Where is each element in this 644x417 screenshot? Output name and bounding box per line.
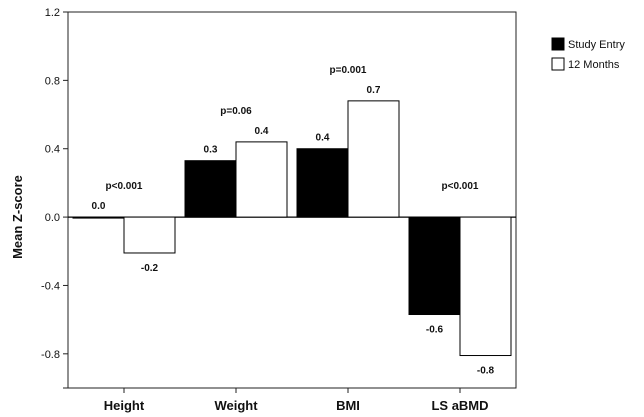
data-label: -0.6: [426, 325, 444, 336]
data-label: 0.4: [316, 133, 330, 144]
y-tick-label: -0.8: [41, 349, 60, 361]
bar-study-entry: [184, 160, 237, 218]
data-labels: 0.0-0.2p<0.0010.30.4p=0.060.40.7p=0.001-…: [92, 65, 495, 377]
data-label: 0.0: [92, 201, 106, 212]
data-label: -0.8: [477, 366, 495, 377]
legend-swatch: [551, 37, 565, 51]
y-tick-label: 0.0: [45, 212, 60, 224]
legend: Study Entry 12 Months: [551, 37, 625, 71]
bar-study-entry: [408, 216, 461, 316]
x-tick-label: BMI: [336, 398, 360, 413]
x-tick-label: Height: [104, 398, 145, 413]
data-label: -0.2: [141, 263, 159, 274]
plot-frame: [67, 11, 517, 389]
y-axis-label: Mean Z-score: [10, 175, 25, 259]
bar-study-entry: [72, 216, 125, 219]
legend-label: Study Entry: [568, 39, 625, 51]
x-tick-label: Weight: [214, 398, 258, 413]
bars: [72, 100, 512, 357]
bar-12-months: [123, 216, 176, 254]
bar-12-months: [459, 216, 512, 357]
bar-study-entry: [296, 148, 349, 218]
legend-label: 12 Months: [568, 59, 620, 71]
p-value-label: p<0.001: [106, 181, 143, 192]
p-value-label: p<0.001: [442, 181, 479, 192]
y-tick-label: 1.2: [45, 7, 60, 19]
y-tick-label: 0.8: [45, 75, 60, 87]
bar-12-months: [347, 100, 400, 218]
axes: -0.8 -0.4 0.0 0.4 0.8 1.2 Height Weight BMI LS aB…: [41, 7, 517, 413]
data-label: 0.7: [367, 85, 381, 96]
legend-swatch: [551, 57, 565, 71]
data-label: 0.4: [255, 126, 269, 137]
y-tick-label: -0.4: [41, 280, 60, 292]
p-value-label: p=0.001: [330, 65, 367, 76]
data-label: 0.3: [204, 145, 218, 156]
x-tick-label: LS aBMD: [431, 398, 488, 413]
p-value-label: p=0.06: [220, 106, 252, 117]
y-tick-label: 0.4: [45, 144, 60, 156]
bar-12-months: [235, 141, 288, 218]
